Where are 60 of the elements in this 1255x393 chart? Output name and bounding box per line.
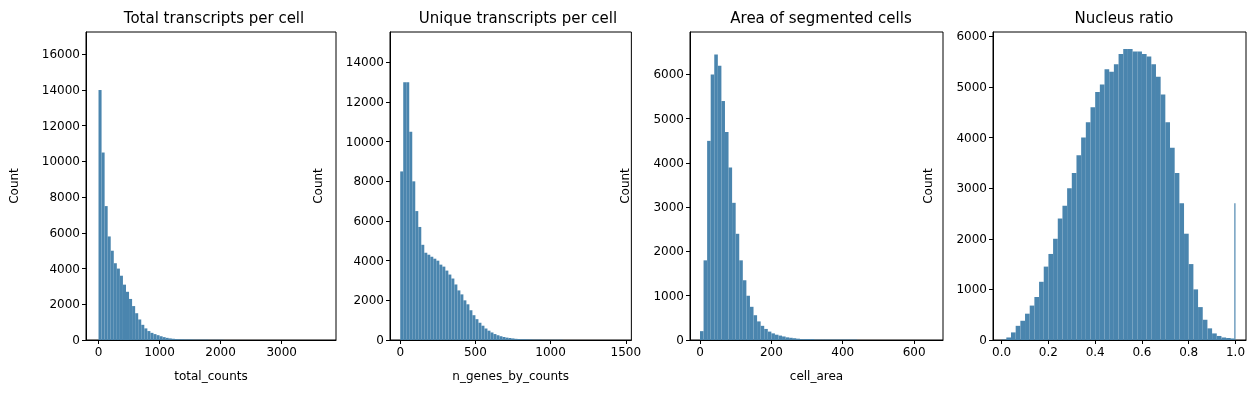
x-tick-label: 200 [759,345,783,359]
x-tick-label: 0.2 [1038,345,1058,359]
y-tick-label: 6000 [653,67,684,82]
x-tick-label: 1500 [610,345,642,359]
y-tick-label: 2000 [653,244,684,259]
x-tick-label: 0 [696,345,704,359]
y-tick-label: 4000 [956,130,987,145]
chart-title: Total transcripts per cell [122,8,305,27]
y-tick-label: 4000 [353,253,384,268]
x-tick-label: 500 [463,345,487,359]
y-tick-label: 3000 [956,181,987,196]
y-tick-label: 6000 [956,29,987,44]
y-tick-label: 4000 [49,261,80,276]
y-tick-label: 12000 [41,118,80,133]
y-tick-label: 8000 [353,174,384,189]
x-tick-label: 0.0 [992,345,1012,359]
y-tick-label: 10000 [345,134,384,149]
y-tick-label: 8000 [49,190,80,205]
chart-title: Unique transcripts per cell [418,8,618,27]
y-tick-label: 3000 [653,200,684,215]
x-tick-label: 0.4 [1085,345,1105,359]
y-axis-title: Count [921,167,935,204]
x-tick-label: 0 [396,345,405,359]
x-tick-label: 3000 [266,345,297,359]
y-axis-title: Count [7,167,21,204]
y-tick-label: 2000 [49,297,80,312]
x-tick-label: 0.8 [1179,345,1199,359]
y-tick-label: 0 [979,333,987,347]
y-tick-label: 16000 [41,47,80,62]
x-tick-label: 0 [94,345,103,359]
y-tick-label: 14000 [41,83,80,98]
y-tick-label: 4000 [653,155,684,170]
chart-title: Area of segmented cells [730,8,912,27]
x-tick-label: 1000 [144,345,175,359]
x-tick-label: 400 [831,345,855,359]
y-tick-label: 5000 [956,79,987,94]
y-tick-label: 2000 [956,231,987,246]
x-tick-label: 600 [902,345,926,359]
y-tick-label: 6000 [49,225,80,240]
y-tick-label: 1000 [956,282,987,297]
y-axis-title: Count [311,167,325,204]
x-axis-title: total_counts [174,369,248,383]
x-axis-title: n_genes_by_counts [452,369,570,383]
y-tick-label: 14000 [345,55,384,70]
x-tick-label: 2000 [205,345,236,359]
x-tick-label: 1000 [535,345,566,359]
y-tick-label: 6000 [353,214,384,228]
y-tick-label: 2000 [353,293,384,308]
x-tick-label: 1.0 [1225,345,1246,359]
y-tick-label: 0 [72,333,80,347]
y-tick-label: 1000 [653,288,684,303]
y-axis-title: Count [618,167,632,204]
y-tick-label: 10000 [41,154,80,169]
y-tick-label: 12000 [345,95,384,110]
x-tick-label: 0.6 [1132,345,1152,359]
y-tick-label: 5000 [653,111,684,126]
chart-title: Nucleus ratio [1074,8,1174,27]
y-tick-label: 0 [376,333,384,347]
y-tick-label: 0 [676,333,684,347]
x-axis-title: cell_area [789,369,844,383]
